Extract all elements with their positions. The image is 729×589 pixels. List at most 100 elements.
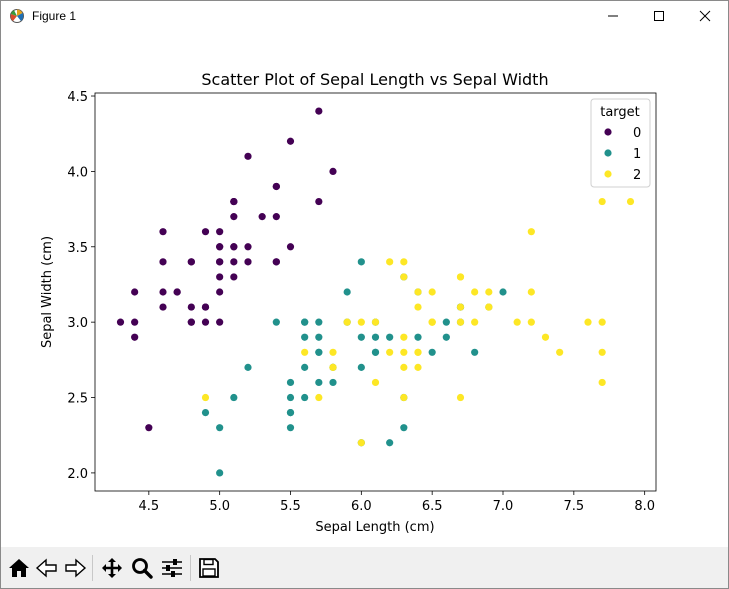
x-axis-label: Sepal Length (cm): [315, 520, 434, 535]
data-point-target-0: [145, 424, 153, 432]
pan-icon: [102, 558, 122, 578]
data-point-target-2: [343, 318, 351, 326]
data-point-target-2: [513, 318, 521, 326]
data-point-target-2: [626, 197, 635, 206]
legend-marker-2: [604, 170, 612, 178]
data-point-target-0: [116, 318, 125, 326]
y-axis-label: Sepal Width (cm): [40, 236, 55, 348]
data-point-target-1: [301, 363, 309, 371]
data-point-target-2: [386, 258, 394, 266]
data-point-target-1: [301, 393, 309, 402]
data-point-target-2: [428, 288, 436, 296]
minimize-button[interactable]: [590, 1, 636, 31]
data-point-target-1: [428, 348, 436, 356]
data-point-target-1: [272, 318, 280, 326]
data-point-target-1: [357, 363, 365, 371]
data-point-target-0: [230, 243, 238, 251]
x-tick-label: 7.5: [563, 499, 584, 514]
data-point-target-0: [131, 318, 139, 326]
chart-title: Scatter Plot of Sepal Length vs Sepal Wi…: [201, 70, 548, 89]
data-point-target-1: [244, 363, 252, 371]
legend-label: 0: [633, 126, 641, 141]
data-point-target-0: [216, 258, 224, 266]
data-point-target-0: [230, 273, 238, 281]
data-point-target-1: [286, 378, 295, 387]
legend-label: 1: [633, 147, 641, 162]
data-point-target-2: [315, 393, 323, 402]
data-point-target-0: [216, 228, 224, 236]
data-point-target-1: [386, 439, 394, 447]
configure-subplots-button[interactable]: [160, 557, 184, 579]
data-point-target-0: [201, 318, 210, 326]
data-point-target-2: [371, 318, 380, 326]
data-point-target-1: [286, 393, 295, 402]
data-point-target-2: [414, 363, 422, 371]
data-point-target-0: [216, 273, 224, 281]
data-point-target-0: [329, 167, 337, 175]
forward-button[interactable]: [63, 557, 87, 579]
data-point-target-2: [371, 378, 380, 387]
save-button[interactable]: [197, 557, 221, 579]
data-point-target-1: [371, 333, 380, 341]
data-point-target-0: [272, 258, 280, 266]
data-point-target-2: [329, 363, 337, 371]
data-point-target-0: [244, 152, 252, 160]
data-point-target-0: [187, 318, 195, 326]
data-point-target-0: [159, 288, 167, 296]
y-tick-label: 2.0: [67, 467, 88, 482]
data-point-target-0: [230, 197, 238, 206]
toolbar-separator: [190, 555, 191, 581]
data-point-target-2: [400, 258, 408, 266]
data-point-target-1: [371, 348, 380, 356]
scatter-chart[interactable]: 4.5 5.0 5.5 6.0 6.5 7.0 7.5 8.0 2.0 2.5 3.0 3.5 4.0…: [1, 31, 728, 547]
pan-button[interactable]: [100, 557, 124, 579]
configure-subplots-icon: [162, 559, 182, 577]
back-button[interactable]: [35, 557, 59, 579]
title-bar[interactable]: Figure 1: [1, 1, 728, 31]
data-point-target-1: [315, 333, 323, 341]
data-point-target-0: [272, 213, 280, 221]
maximize-icon: [654, 11, 664, 21]
data-point-target-0: [286, 243, 295, 251]
data-point-target-2: [400, 273, 408, 281]
y-tick-label: 2.5: [67, 392, 88, 407]
data-point-target-2: [456, 393, 465, 402]
close-icon: [699, 10, 711, 22]
maximize-button[interactable]: [636, 1, 682, 31]
data-point-target-0: [201, 228, 210, 236]
y-tick-label: 3.5: [67, 241, 88, 256]
x-tick-label: 8.0: [634, 499, 655, 514]
data-point-target-2: [527, 228, 535, 236]
data-point-target-0: [159, 303, 167, 311]
data-point-target-0: [201, 303, 210, 311]
x-tick-label: 5.5: [280, 499, 301, 514]
data-point-target-2: [485, 288, 493, 296]
data-point-target-2: [400, 348, 408, 356]
data-point-target-2: [357, 318, 365, 326]
data-point-target-2: [329, 348, 337, 356]
data-point-target-2: [556, 348, 564, 356]
x-tick-label: 5.0: [209, 499, 230, 514]
data-point-target-2: [456, 273, 465, 281]
home-button[interactable]: [7, 557, 31, 579]
data-point-target-0: [159, 228, 167, 236]
forward-icon: [65, 558, 87, 578]
zoom-button[interactable]: [130, 557, 154, 579]
window-title: Figure 1: [32, 9, 77, 23]
data-point-target-1: [201, 409, 210, 417]
data-point-target-2: [541, 333, 550, 341]
data-point-target-1: [216, 424, 224, 432]
close-button[interactable]: [682, 1, 728, 31]
y-tick-label: 3.0: [67, 316, 88, 331]
x-tick-label: 6.0: [351, 499, 372, 514]
data-point-target-2: [598, 318, 606, 326]
data-point-target-1: [499, 288, 507, 296]
data-point-target-1: [343, 288, 351, 296]
data-point-target-2: [201, 393, 210, 402]
data-point-target-1: [286, 424, 295, 432]
data-point-target-2: [471, 318, 479, 326]
data-point-target-0: [216, 243, 224, 251]
data-point-target-2: [400, 393, 408, 402]
data-point-target-2: [400, 333, 408, 341]
